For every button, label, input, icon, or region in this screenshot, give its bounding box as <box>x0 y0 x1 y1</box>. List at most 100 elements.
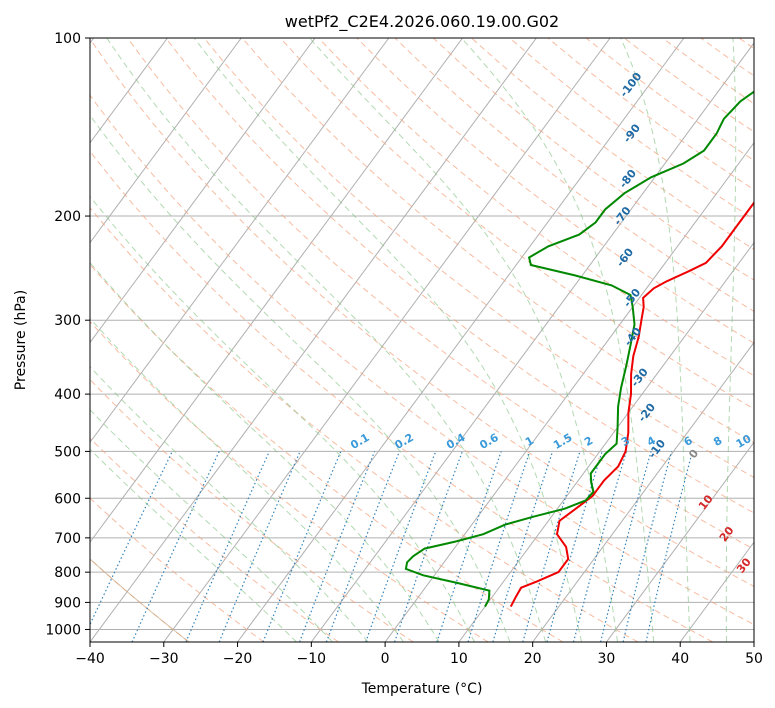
y-tick-label: 100 <box>54 31 81 47</box>
mixing-ratio-line <box>218 451 301 642</box>
mixing-ratio-line <box>492 451 554 642</box>
dry-adiabat-line <box>165 38 754 514</box>
x-tick-label: −10 <box>297 651 327 667</box>
y-tick-label: 1000 <box>45 622 81 638</box>
series-layer <box>404 90 754 608</box>
moist-adiabat-label: 40 <box>754 583 774 603</box>
mixing-ratio-line <box>546 451 603 642</box>
mixing-ratio-line <box>262 451 342 642</box>
dry-adiabat-label: -50 <box>621 286 644 310</box>
y-tick-label: 200 <box>54 209 81 225</box>
dry-adiabat-line <box>623 38 754 133</box>
mixing-ratio-label: 0.6 <box>477 431 501 452</box>
moist-adiabat-line <box>90 409 333 642</box>
chart-title: wetPf2_C2E4.2026.060.19.00.G02 <box>285 12 559 32</box>
dry-adiabat-line <box>90 263 564 642</box>
y-tick-label: 500 <box>54 444 81 460</box>
y-tick-label: 300 <box>54 313 81 329</box>
x-tick-label: 40 <box>671 651 689 667</box>
dry-adiabat-line <box>318 38 754 377</box>
mixing-ratio-line <box>299 451 376 642</box>
moist-adiabat-line <box>725 38 737 642</box>
isotherm-line <box>753 641 754 642</box>
isotherm-line <box>606 441 754 642</box>
moist-adiabat-label: 0 <box>686 447 701 461</box>
mixing-ratio-line <box>436 451 502 642</box>
dry-adiabat-line <box>90 38 754 588</box>
y-axis-title: Pressure (hPa) <box>13 290 29 390</box>
isotherm-line <box>163 38 611 642</box>
dry-adiabat-line <box>90 150 713 642</box>
mixing-ratio-line <box>90 451 173 626</box>
dry-adiabat-line <box>127 38 754 550</box>
dry-adiabat-line <box>738 38 754 50</box>
moist-adiabat-line <box>193 38 582 642</box>
plot-area: -100-90-80-70-60-50-40-30-20-100.1 0.2 0.4… <box>90 38 775 642</box>
isotherm-line <box>532 341 754 642</box>
mixing-ratio-label: 0.4 <box>444 431 468 452</box>
mixing-ratio-line <box>572 451 627 642</box>
mixing-ratio-line <box>131 451 220 642</box>
mixing-ratio-label: 0.1 <box>348 431 371 452</box>
mixing-ratio-label: 0.2 <box>393 431 416 452</box>
moist-adiabat-label: 10 <box>696 492 716 512</box>
moist-adiabat-line <box>309 38 618 642</box>
x-axis: −40 −30 −20 −10 0 10 20 30 40 50 <box>75 642 763 667</box>
x-tick-label: 20 <box>524 651 542 667</box>
x-tick-label: −40 <box>75 651 105 667</box>
isotherm-line <box>237 38 685 642</box>
x-tick-label: −30 <box>149 651 179 667</box>
dry-adiabat-line <box>356 38 754 344</box>
moist-adiabat-line <box>90 317 405 642</box>
isopleth-labels: -100-90-80-70-60-50-40-30-20-100.1 0.2 0.4… <box>348 70 775 603</box>
isotherm-line <box>90 38 390 444</box>
dry-adiabat-line <box>90 320 489 642</box>
mixing-ratio-line <box>365 451 437 642</box>
dry-adiabat-label: -100 <box>617 70 644 100</box>
mixing-ratio-line <box>325 451 400 642</box>
dry-adiabat-line <box>90 378 414 642</box>
y-tick-label: 700 <box>54 531 81 547</box>
isotherm-line <box>90 38 463 544</box>
x-tick-label: −20 <box>223 651 253 667</box>
isotherm-line <box>90 38 242 244</box>
dry-adiabat-line <box>90 437 339 642</box>
y-tick-label: 400 <box>54 387 81 403</box>
moist-adiabat-label: 20 <box>717 524 737 544</box>
moist-adiabat-line <box>90 448 297 642</box>
mixing-ratio-line <box>394 451 463 642</box>
dry-adiabat-label: -20 <box>636 401 659 425</box>
dry-adiabat-line <box>280 38 754 410</box>
isotherm-line <box>679 541 754 642</box>
y-tick-label: 800 <box>54 565 81 581</box>
x-tick-label: 50 <box>745 651 763 667</box>
dry-adiabat-label: -70 <box>611 204 634 228</box>
moist-adiabat-line <box>620 38 691 642</box>
x-tick-label: 10 <box>450 651 468 667</box>
theta-curve <box>90 558 190 642</box>
isotherm-line <box>90 38 316 344</box>
mixing-ratio-label: 2 <box>582 434 595 449</box>
x-axis-title: Temperature (°C) <box>361 681 483 697</box>
y-axis: 100 200 300 400 500 600 700 800 900 1000 <box>45 31 90 638</box>
x-tick-label: 30 <box>598 651 616 667</box>
dewpoint-trace <box>404 90 754 608</box>
mixing-ratio-line <box>622 451 673 642</box>
mixing-ratio-label: 8 <box>711 434 724 449</box>
mixing-ratio-label: 3 <box>619 434 632 449</box>
moist-adiabat-line <box>106 38 547 642</box>
y-tick-label: 600 <box>54 491 81 507</box>
dry-adiabat-line <box>547 38 754 191</box>
moist-adiabat-line <box>90 195 475 642</box>
x-tick-label: 0 <box>381 651 390 667</box>
isotherm-line <box>90 38 168 144</box>
mixing-ratio-line <box>522 451 581 642</box>
mixing-ratio-label: 10 <box>734 432 754 451</box>
plot-frame <box>89 37 755 643</box>
mixing-ratio-label: 1.5 <box>551 431 574 452</box>
y-tick-label: 900 <box>54 595 81 611</box>
dry-adiabat-line <box>90 94 754 626</box>
mixing-ratio-label: 13 <box>760 432 775 451</box>
dry-adiabat-line <box>90 497 265 642</box>
